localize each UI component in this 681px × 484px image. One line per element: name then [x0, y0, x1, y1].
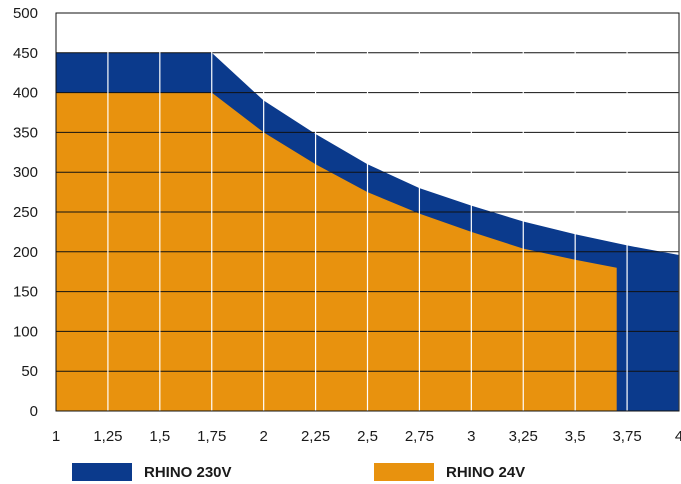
legend-label-24v: RHINO 24V [446, 463, 526, 481]
x-tick-label: 3,75 [612, 428, 641, 445]
x-tick-label: 3 [467, 428, 475, 445]
x-axis-ticks: 1 1,25 1,5 1,75 2 2,25 2,5 2,75 3 3,25 3,5 3,75 4 [52, 428, 681, 445]
legend-label-230v: RHINO 230V [144, 463, 232, 481]
y-tick-label: 0 [30, 403, 38, 420]
y-tick-label: 350 [13, 124, 38, 141]
y-tick-label: 400 [13, 85, 38, 102]
y-tick-label: 200 [13, 244, 38, 261]
legend-item-230v: RHINO 230V [72, 463, 232, 481]
x-tick-label: 1 [52, 428, 60, 445]
y-axis-ticks: 0 50 100 150 200 250 300 350 400 450 500 [13, 5, 38, 420]
x-tick-label: 3,5 [565, 428, 586, 445]
x-tick-label: 3,25 [509, 428, 538, 445]
x-tick-label: 2,75 [405, 428, 434, 445]
legend-item-24v: RHINO 24V [374, 463, 525, 481]
y-tick-label: 150 [13, 284, 38, 301]
grid-layer [55, 12, 680, 412]
x-tick-label: 1,5 [149, 428, 170, 445]
y-tick-label: 100 [13, 323, 38, 340]
legend-swatch-24v [374, 463, 434, 481]
plot-frame [55, 12, 680, 412]
y-tick-label: 250 [13, 204, 38, 221]
x-tick-label: 4 [675, 428, 681, 445]
x-tick-label: 2 [259, 428, 267, 445]
x-tick-label: 2,5 [357, 428, 378, 445]
legend-swatch-230v [72, 463, 132, 481]
x-tick-label: 1,75 [197, 428, 226, 445]
x-tick-label: 1,25 [93, 428, 122, 445]
y-tick-label: 500 [13, 5, 38, 22]
y-tick-label: 450 [13, 45, 38, 62]
x-tick-label: 2,25 [301, 428, 330, 445]
y-tick-label: 300 [13, 164, 38, 181]
y-tick-label: 50 [21, 363, 38, 380]
